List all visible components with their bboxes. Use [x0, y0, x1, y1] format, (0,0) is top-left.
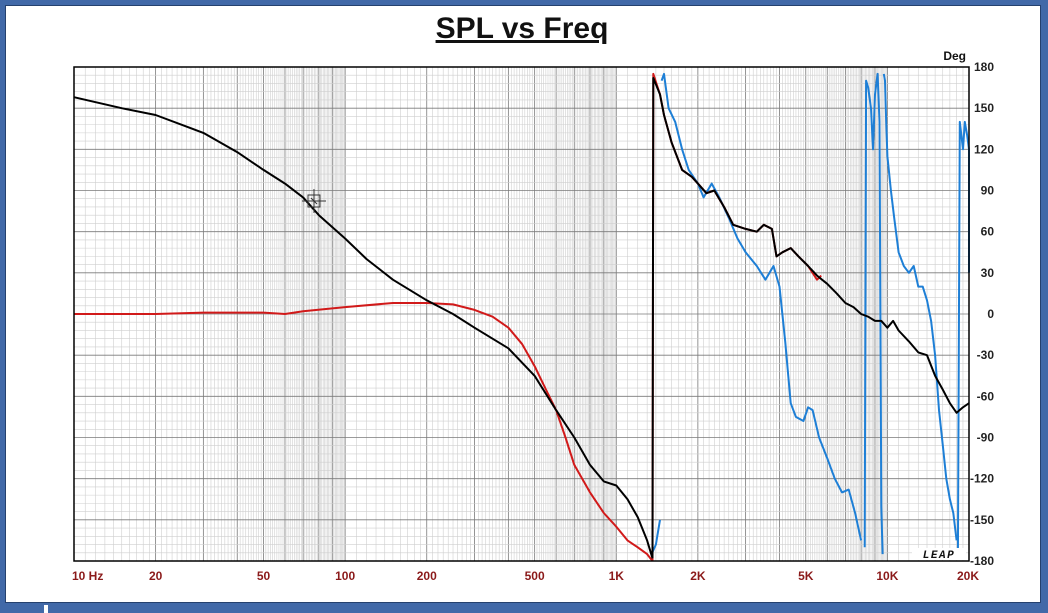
- y-tick-label: -60: [977, 389, 995, 403]
- y-tick-label: -30: [977, 348, 995, 362]
- y-axis-label: Deg: [943, 49, 966, 63]
- x-tick-label: 1K: [609, 569, 625, 583]
- x-tick-label: 500: [525, 569, 545, 583]
- bottom-marker: [44, 605, 48, 613]
- y-tick-label: 30: [981, 266, 995, 280]
- x-tick-label: 50: [257, 569, 271, 583]
- x-tick-label: 200: [417, 569, 437, 583]
- x-tick-label: 20: [149, 569, 163, 583]
- y-tick-label: 90: [981, 184, 995, 198]
- x-tick-label: 20K: [957, 569, 979, 583]
- series-1-segment-0: [74, 302, 654, 562]
- y-tick-label: -180: [970, 554, 994, 568]
- series-0-segment-3: [882, 73, 958, 541]
- series-0-segment-2: [863, 72, 884, 555]
- x-tick-label: 100: [335, 569, 355, 583]
- chart-title: SPL vs Freq: [435, 12, 609, 45]
- grid: [73, 66, 970, 562]
- y-tick-label: 60: [981, 225, 995, 239]
- y-tick-label: 180: [974, 60, 994, 74]
- y-tick-label: 150: [974, 101, 994, 115]
- x-tick-labels: 10 Hz 20 50 100 200 500 1K 2K 5K 10K 20K: [72, 569, 979, 583]
- series-2-segment-1: [651, 77, 970, 559]
- series-0-segment-1: [660, 72, 863, 541]
- x-tick-label: 2K: [690, 569, 706, 583]
- series-2-segment-0: [73, 96, 654, 559]
- y-tick-label: -90: [977, 431, 995, 445]
- y-tick-labels: 180 150 120 90 60 30 0 -30 -60 -90 -120 -150 -180: [970, 60, 994, 568]
- crosshair-cursor-icon: [302, 189, 326, 213]
- x-tick-label: 10K: [876, 569, 898, 583]
- series-group: [73, 72, 970, 562]
- leap-logo: LEAP: [912, 548, 966, 562]
- plot-border: [73, 66, 970, 562]
- svg-text:LEAP: LEAP: [923, 550, 955, 562]
- y-tick-label: 0: [987, 307, 994, 321]
- bottom-strip: [0, 603, 1048, 613]
- y-tick-label: -120: [970, 472, 994, 486]
- y-tick-label: 120: [974, 142, 994, 156]
- x-tick-label: 10 Hz: [72, 569, 103, 583]
- y-tick-label: -150: [970, 513, 994, 527]
- x-tick-label: 5K: [798, 569, 814, 583]
